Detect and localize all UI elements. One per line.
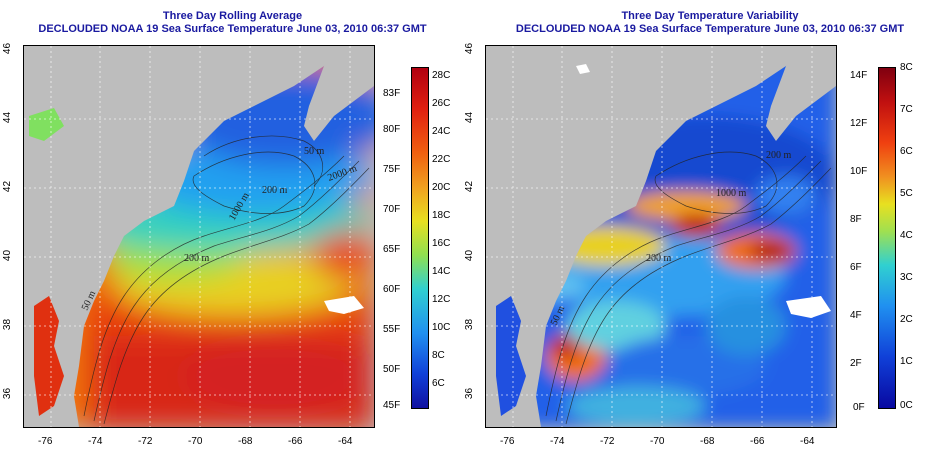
lon-tick: -68 [700,436,715,447]
left-map-svg: 50 m 200 m 1000 m 200 m 50 m 2000 m [24,46,374,427]
cbar-f-label: 45F [383,400,401,411]
lon-tick: -72 [138,436,153,447]
cbar-f-label: 10F [850,166,868,177]
cbar-f-label: 12F [850,118,868,129]
lon-tick: -74 [88,436,103,447]
cbar-c-label: 20C [432,182,451,193]
cbar-c-label: 28C [432,70,451,81]
right-variability-map: 50 m 200 m 1000 m 200 m [485,45,837,428]
lon-tick: -76 [500,436,515,447]
lon-tick: -64 [338,436,353,447]
lat-tick: 36 [2,387,14,400]
cbar-f-label: 70F [383,204,401,215]
cbar-c-label: 12C [432,294,451,305]
cbar-c-label: 7C [900,104,913,115]
lon-tick: -66 [288,436,303,447]
contour-label: 200 m [766,150,792,161]
cbar-c-label: 2C [900,314,913,325]
lat-tick: 40 [2,249,14,262]
lat-tick: 40 [464,249,476,262]
cbar-f-label: 75F [383,164,401,175]
left-title-line1: Three Day Rolling Average [162,10,303,22]
cbar-c-label: 6C [432,378,445,389]
contour-label: 200 m [184,253,210,264]
cbar-c-label: 14C [432,266,451,277]
right-map-title: Three Day Temperature Variability DECLOU… [475,10,945,36]
lon-tick: -76 [38,436,53,447]
left-land-mass [24,46,374,427]
cbar-f-label: 55F [383,324,401,335]
lat-tick: 46 [2,42,14,55]
lon-tick: -72 [600,436,615,447]
cbar-c-label: 4C [900,230,913,241]
cbar-f-label: 0F [853,402,865,413]
lon-tick: -74 [550,436,565,447]
cbar-f-label: 14F [850,70,868,81]
left-map-title: Three Day Rolling Average DECLOUDED NOAA… [0,10,465,36]
left-title-line2: DECLOUDED NOAA 19 Sea Surface Temperatur… [38,23,427,35]
cbar-f-label: 6F [850,262,862,273]
cbar-f-label: 8F [850,214,862,225]
cbar-c-label: 16C [432,238,451,249]
cbar-c-label: 26C [432,98,451,109]
lat-tick: 42 [2,180,14,193]
lon-tick: -66 [750,436,765,447]
lat-tick: 42 [464,180,476,193]
right-colorbar [878,67,896,409]
right-map-svg: 50 m 200 m 1000 m 200 m [486,46,836,427]
right-title-line2: DECLOUDED NOAA 19 Sea Surface Temperatur… [515,23,905,35]
cbar-c-label: 0C [900,400,913,411]
cbar-f-label: 80F [383,124,401,135]
cbar-f-label: 83F [383,88,401,99]
cbar-c-label: 1C [900,356,913,367]
left-colorbar [411,67,429,409]
contour-label: 1000 m [716,188,747,199]
lat-tick: 46 [464,42,476,55]
cbar-c-label: 6C [900,146,913,157]
lon-tick: -64 [800,436,815,447]
cbar-c-label: 24C [432,126,451,137]
right-land-mass [486,46,836,427]
cbar-f-label: 65F [383,244,401,255]
right-title-line1: Three Day Temperature Variability [621,10,799,22]
contour-label: 50 m [304,146,325,157]
lat-tick: 44 [2,111,14,124]
cbar-c-label: 18C [432,210,451,221]
cbar-c-label: 22C [432,154,451,165]
lon-tick: -68 [238,436,253,447]
contour-label: 200 m [646,253,672,264]
cbar-c-label: 3C [900,272,913,283]
lat-tick: 44 [464,111,476,124]
cbar-c-label: 5C [900,188,913,199]
cbar-c-label: 8C [900,62,913,73]
cbar-f-label: 4F [850,310,862,321]
lon-tick: -70 [188,436,203,447]
lat-tick: 38 [464,318,476,331]
cbar-c-label: 10C [432,322,451,333]
cbar-f-label: 50F [383,364,401,375]
cbar-f-label: 2F [850,358,862,369]
cbar-f-label: 60F [383,284,401,295]
lat-tick: 36 [464,387,476,400]
lon-tick: -70 [650,436,665,447]
lat-tick: 38 [2,318,14,331]
left-sst-map: 50 m 200 m 1000 m 200 m 50 m 2000 m [23,45,375,428]
contour-label: 200 m [262,185,288,196]
cbar-c-label: 8C [432,350,445,361]
